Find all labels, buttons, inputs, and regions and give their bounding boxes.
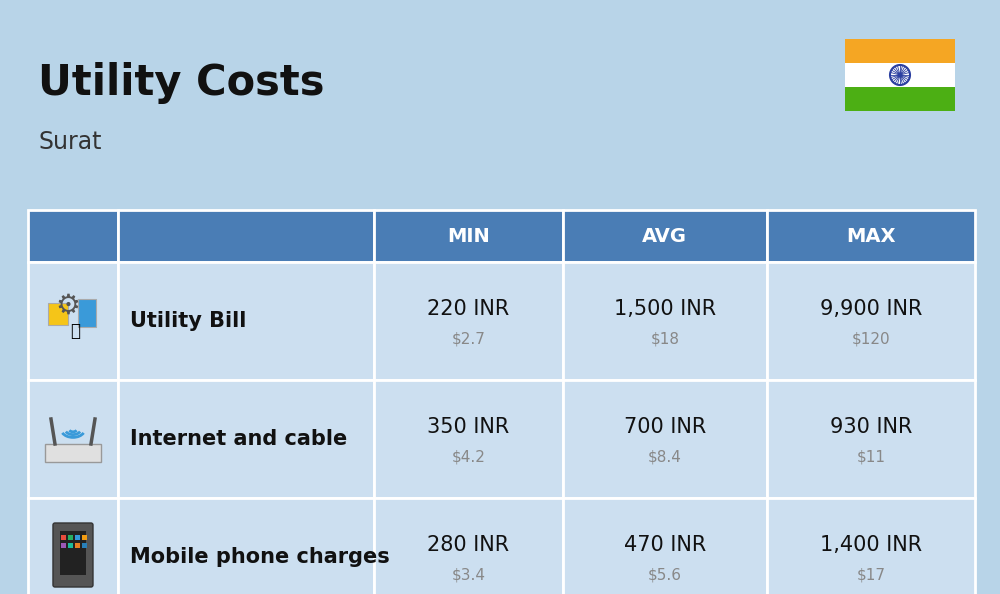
Text: 220 INR: 220 INR xyxy=(427,299,509,319)
Bar xyxy=(48,303,68,325)
Bar xyxy=(767,498,975,594)
Bar xyxy=(563,262,767,380)
FancyBboxPatch shape xyxy=(53,523,93,587)
Text: 280 INR: 280 INR xyxy=(427,535,509,555)
Bar xyxy=(68,535,73,540)
Text: 9,900 INR: 9,900 INR xyxy=(820,299,922,319)
Text: Surat: Surat xyxy=(38,130,102,154)
Bar xyxy=(28,210,118,262)
Text: 1,400 INR: 1,400 INR xyxy=(820,535,922,555)
Text: $4.2: $4.2 xyxy=(451,449,485,464)
Bar xyxy=(45,444,101,462)
Text: $11: $11 xyxy=(856,449,885,464)
Bar xyxy=(374,380,563,498)
Text: $17: $17 xyxy=(856,567,885,582)
Text: $18: $18 xyxy=(650,331,679,346)
Text: $5.6: $5.6 xyxy=(648,567,682,582)
Text: $8.4: $8.4 xyxy=(648,449,682,464)
Bar xyxy=(563,498,767,594)
Text: Internet and cable: Internet and cable xyxy=(130,429,347,449)
Text: MIN: MIN xyxy=(447,226,490,245)
Bar xyxy=(845,39,955,63)
Text: $120: $120 xyxy=(852,331,890,346)
Bar xyxy=(118,380,374,498)
Bar xyxy=(845,87,955,111)
Text: MAX: MAX xyxy=(846,226,896,245)
Bar xyxy=(118,262,374,380)
Text: 470 INR: 470 INR xyxy=(624,535,706,555)
Bar xyxy=(767,380,975,498)
Text: 350 INR: 350 INR xyxy=(427,417,509,437)
Bar xyxy=(374,262,563,380)
Bar xyxy=(374,498,563,594)
Bar xyxy=(374,210,563,262)
Bar xyxy=(563,210,767,262)
Text: Utility Bill: Utility Bill xyxy=(130,311,246,331)
Text: 🔌: 🔌 xyxy=(70,322,80,340)
Text: Utility Costs: Utility Costs xyxy=(38,62,324,104)
Text: 930 INR: 930 INR xyxy=(830,417,912,437)
Text: AVG: AVG xyxy=(642,226,687,245)
Bar xyxy=(28,498,118,594)
Text: Mobile phone charges: Mobile phone charges xyxy=(130,547,390,567)
Bar xyxy=(78,299,96,327)
Bar xyxy=(767,210,975,262)
Bar xyxy=(60,531,86,575)
Bar xyxy=(82,535,87,540)
Bar xyxy=(75,543,80,548)
Text: $3.4: $3.4 xyxy=(451,567,485,582)
Bar xyxy=(75,535,80,540)
Text: $2.7: $2.7 xyxy=(451,331,485,346)
Bar xyxy=(845,63,955,87)
Bar xyxy=(767,262,975,380)
Text: ⚙: ⚙ xyxy=(56,292,80,320)
Bar xyxy=(28,262,118,380)
Text: 1,500 INR: 1,500 INR xyxy=(614,299,716,319)
Bar xyxy=(82,543,87,548)
Bar xyxy=(68,543,73,548)
Bar xyxy=(61,535,66,540)
Bar xyxy=(118,498,374,594)
Bar xyxy=(563,380,767,498)
Bar xyxy=(61,543,66,548)
Bar xyxy=(28,380,118,498)
Circle shape xyxy=(898,74,902,77)
Bar xyxy=(118,210,374,262)
Text: 700 INR: 700 INR xyxy=(624,417,706,437)
